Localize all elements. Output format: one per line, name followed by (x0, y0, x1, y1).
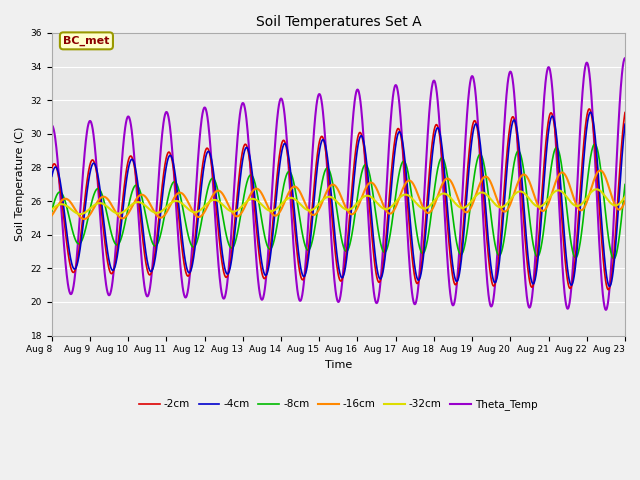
Theta_Temp (303, 242, 310, 248)
-2cm (291, 228, 299, 234)
-16cm (303, 205, 311, 211)
-32cm (93, 201, 100, 207)
-2cm (116, 228, 124, 234)
-2cm (48, 166, 56, 171)
-8cm (48, 208, 56, 214)
-2cm (92, 167, 100, 173)
-16cm (621, 198, 629, 204)
-8cm (591, 141, 598, 147)
-32cm (48, 206, 56, 212)
-8cm (116, 240, 124, 246)
-2cm (374, 278, 382, 284)
-32cm (292, 197, 300, 203)
-16cm (81, 216, 88, 222)
-2cm (604, 287, 612, 292)
Title: Soil Temperatures Set A: Soil Temperatures Set A (255, 15, 421, 29)
-32cm (593, 186, 600, 192)
-4cm (621, 121, 629, 127)
-2cm (314, 153, 321, 159)
-16cm (374, 190, 382, 195)
-8cm (610, 256, 618, 262)
-32cm (621, 194, 629, 200)
Y-axis label: Soil Temperature (C): Soil Temperature (C) (15, 127, 25, 241)
-8cm (374, 226, 382, 232)
-4cm (314, 166, 321, 171)
Line: -4cm: -4cm (52, 112, 625, 287)
Line: -8cm: -8cm (52, 144, 625, 259)
-8cm (92, 187, 100, 193)
X-axis label: Time: Time (324, 360, 352, 370)
-4cm (606, 284, 614, 289)
Theta_Temp (116, 192, 124, 198)
-16cm (596, 168, 604, 173)
-16cm (292, 184, 300, 190)
-32cm (374, 202, 382, 207)
-16cm (116, 215, 124, 220)
Theta_Temp (291, 263, 299, 269)
-8cm (303, 247, 310, 252)
-2cm (303, 261, 310, 266)
-16cm (48, 213, 56, 218)
-4cm (587, 109, 595, 115)
-4cm (48, 173, 56, 179)
-2cm (621, 109, 629, 115)
-8cm (291, 186, 299, 192)
-8cm (314, 210, 321, 216)
-16cm (314, 209, 321, 215)
Legend: -2cm, -4cm, -8cm, -16cm, -32cm, Theta_Temp: -2cm, -4cm, -8cm, -16cm, -32cm, Theta_Te… (135, 396, 542, 415)
Line: -32cm: -32cm (52, 189, 625, 214)
-8cm (621, 181, 629, 187)
Theta_Temp (602, 307, 610, 312)
-4cm (374, 271, 382, 276)
-2cm (586, 106, 593, 112)
-4cm (116, 238, 124, 243)
-16cm (93, 200, 100, 206)
-32cm (314, 203, 321, 208)
Theta_Temp (374, 298, 382, 303)
Theta_Temp (314, 97, 321, 103)
-32cm (303, 207, 311, 213)
-4cm (92, 165, 100, 170)
-32cm (77, 211, 84, 217)
Theta_Temp (48, 122, 56, 128)
Text: BC_met: BC_met (63, 36, 109, 46)
Line: -2cm: -2cm (52, 109, 625, 289)
Theta_Temp (621, 55, 629, 61)
Line: Theta_Temp: Theta_Temp (52, 58, 625, 310)
-4cm (291, 215, 299, 220)
-32cm (116, 210, 124, 216)
-4cm (303, 265, 310, 271)
Line: -16cm: -16cm (52, 170, 625, 219)
Theta_Temp (92, 158, 100, 164)
